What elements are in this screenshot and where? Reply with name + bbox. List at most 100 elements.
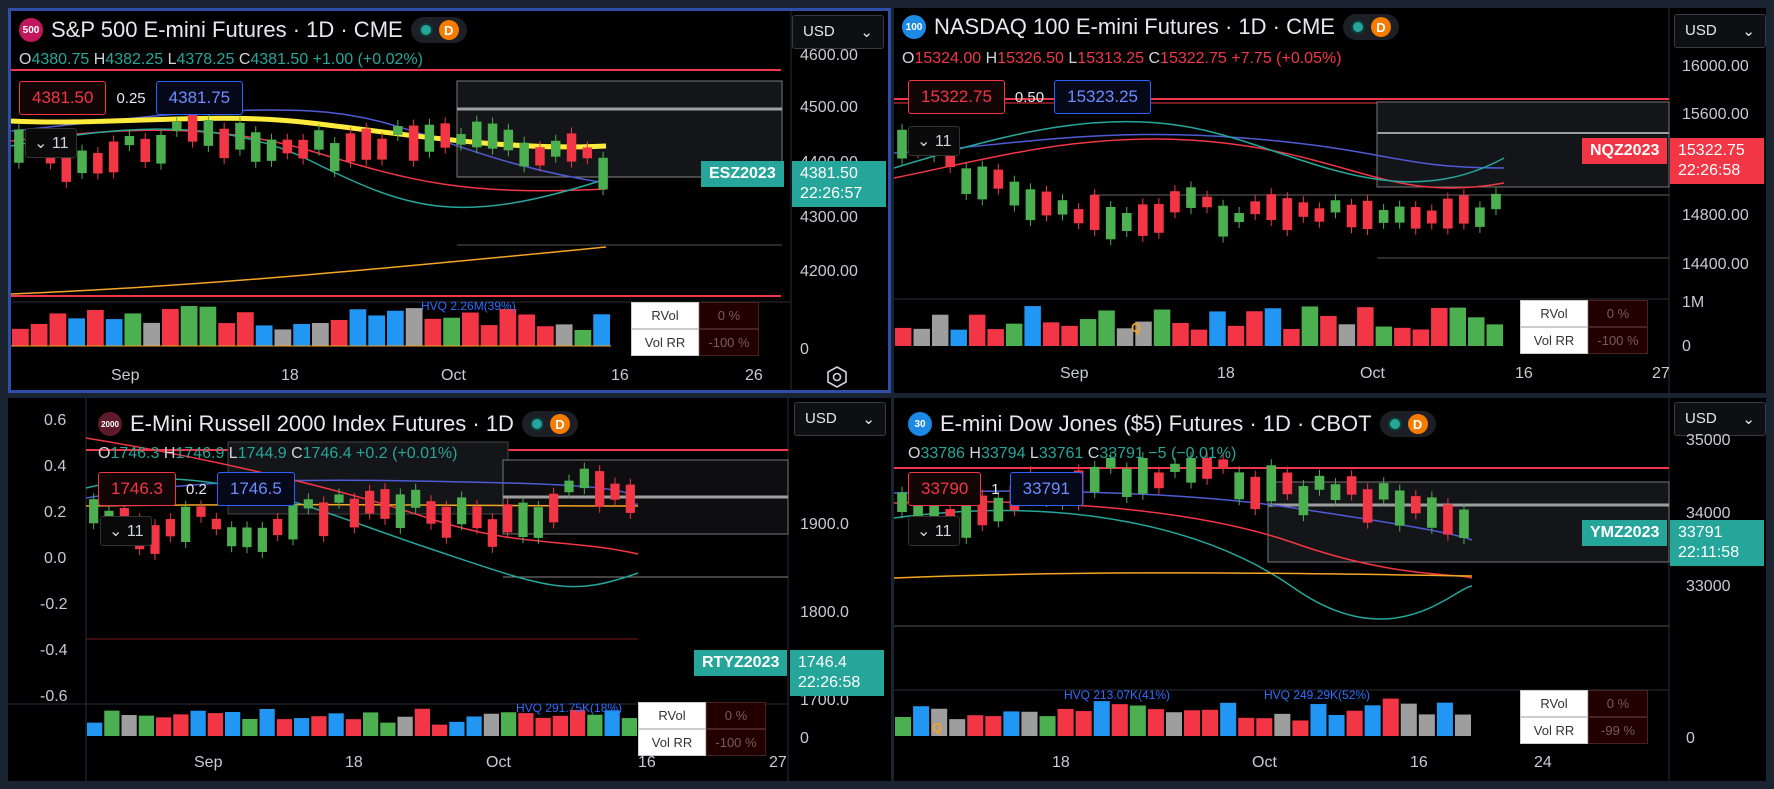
time-tick: Sep <box>111 367 140 384</box>
bid-ask-widget[interactable]: 15322.75 0.50 15323.25 <box>908 80 1152 114</box>
candle-body <box>1170 463 1180 472</box>
candles-nq <box>897 123 1501 246</box>
currency-select[interactable]: USD ⌄ <box>1674 14 1766 48</box>
candle-body <box>408 125 419 161</box>
bid-ask-widget[interactable]: 4381.50 0.25 4381.75 <box>19 81 244 115</box>
currency-select[interactable]: USD ⌄ <box>1674 402 1766 436</box>
symbol-title[interactable]: S&P 500 E-mini Futures · 1D · CME <box>51 17 403 42</box>
candle-body <box>1154 472 1164 489</box>
buy-button[interactable]: 33791 <box>1009 472 1083 506</box>
symbol-title[interactable]: NASDAQ 100 E-mini Futures · 1D · CME <box>934 14 1335 39</box>
candle-body <box>1057 200 1068 215</box>
price-chart-rty[interactable] <box>8 398 891 781</box>
sell-button[interactable]: 33790 <box>908 472 982 506</box>
last-price-tag: 1746.4 22:26:58 <box>790 650 884 696</box>
candle-body <box>108 141 119 173</box>
candle-body <box>1105 206 1116 240</box>
spread-value: 0.50 <box>1014 88 1045 106</box>
candle-body <box>1443 198 1453 229</box>
price-chart-es[interactable] <box>11 11 891 393</box>
symbol-title[interactable]: E-mini Dow Jones ($5) Futures · 1D · CBO… <box>940 411 1372 436</box>
candle-body <box>1362 200 1373 230</box>
candle-body <box>196 506 206 517</box>
candle-body <box>1427 497 1437 528</box>
chart-panel-es[interactable]: 500 S&P 500 E-mini Futures · 1D · CME D … <box>8 8 891 393</box>
candle-body <box>1459 509 1469 538</box>
sell-button[interactable]: 1746.3 <box>98 472 176 506</box>
buy-button[interactable]: 1746.5 <box>216 472 295 506</box>
candle-body <box>1250 201 1260 215</box>
buy-button[interactable]: 15323.25 <box>1054 80 1152 114</box>
price-chart-nq[interactable] <box>894 8 1766 393</box>
candle-body <box>961 505 972 538</box>
time-tick: Sep <box>1060 365 1089 382</box>
indicators-collapse-button[interactable]: ⌄ 11 <box>100 516 153 546</box>
status-pill[interactable]: D <box>410 17 467 43</box>
chart-panel-ym[interactable]: 30 E-mini Dow Jones ($5) Futures · 1D · … <box>894 398 1766 781</box>
volume-bar <box>255 325 273 346</box>
sell-button[interactable]: 4381.50 <box>19 81 107 115</box>
symbol-logo: 2000 <box>98 412 122 436</box>
candle-body <box>1009 181 1020 206</box>
currency-select[interactable]: USD ⌄ <box>792 15 884 49</box>
candle-body <box>1362 489 1373 523</box>
candle-body <box>518 502 528 538</box>
price-tick: 1900.0 <box>800 516 849 533</box>
volume-bar <box>1274 713 1291 736</box>
volume-bar <box>1209 311 1226 346</box>
volume-bar <box>180 306 198 346</box>
volume-bar <box>387 310 404 346</box>
chart-settings-icon[interactable] <box>826 366 848 388</box>
buy-button[interactable]: 4381.75 <box>155 81 244 115</box>
candle-body <box>1314 475 1325 490</box>
volume-bar <box>499 308 517 346</box>
time-tick: 27 <box>1652 365 1670 382</box>
sell-button[interactable]: 15322.75 <box>908 80 1005 114</box>
volume-bar <box>518 713 534 736</box>
symbol-title[interactable]: E-Mini Russell 2000 Index Futures · 1D <box>130 411 514 436</box>
spread-value: 0.2 <box>186 480 207 498</box>
rvol-table: RVol 0 % Vol RR -100 % <box>1520 300 1648 354</box>
candle-body <box>961 168 972 194</box>
volume-bar <box>293 323 310 346</box>
volume-bar <box>1042 322 1060 346</box>
volume-bar <box>1256 718 1273 736</box>
volume-bar <box>1436 702 1453 736</box>
volume-bar <box>397 716 413 736</box>
volume-bar <box>1227 325 1245 346</box>
market-open-icon <box>418 23 433 37</box>
indicators-collapse-button[interactable]: ⌄ 11 <box>25 128 78 158</box>
time-tick: 26 <box>745 367 763 384</box>
indicators-collapse-button[interactable]: ⌄ 11 <box>908 516 961 546</box>
spread-value: 0.25 <box>116 89 146 107</box>
candle-body <box>156 135 166 164</box>
status-pill[interactable]: D <box>521 411 578 437</box>
symbol-header[interactable]: 30 E-mini Dow Jones ($5) Futures · 1D · … <box>908 411 1436 437</box>
currency-select[interactable]: USD ⌄ <box>794 402 886 436</box>
symbol-header[interactable]: 2000 E-Mini Russell 2000 Index Futures ·… <box>98 411 578 437</box>
chart-panel-rty[interactable]: 0.6 0.4 0.2 0.0 -0.2 -0.4 -0.6 2000 E-Mi… <box>8 398 891 781</box>
oscillator-tick: 0.2 <box>44 504 67 521</box>
volume-bars-ym <box>895 698 1471 736</box>
bid-ask-widget[interactable]: 1746.3 0.2 1746.5 <box>98 472 295 506</box>
symbol-header[interactable]: 500 S&P 500 E-mini Futures · 1D · CME D <box>19 17 467 43</box>
indicators-collapse-button[interactable]: ⌄ 11 <box>908 126 961 156</box>
chart-panel-nq[interactable]: 100 NASDAQ 100 E-mini Futures · 1D · CME… <box>894 8 1766 393</box>
status-pill[interactable]: D <box>1379 411 1436 437</box>
volume-bar <box>593 314 610 346</box>
volume-bar <box>913 706 930 736</box>
volume-bar <box>312 322 329 346</box>
volume-bar <box>1301 306 1319 346</box>
candle-body <box>551 140 561 157</box>
candle-body <box>519 142 529 167</box>
candle-body <box>1186 458 1196 483</box>
volume-bar <box>424 318 442 346</box>
candle-body <box>993 497 1004 522</box>
candle-body <box>257 527 267 552</box>
status-pill[interactable]: D <box>1342 14 1399 40</box>
volume-bar <box>1061 325 1078 346</box>
symbol-header[interactable]: 100 NASDAQ 100 E-mini Futures · 1D · CME… <box>902 14 1399 40</box>
candle-body <box>314 130 324 150</box>
candle-body <box>535 147 545 166</box>
bid-ask-widget[interactable]: 33790 1 33791 <box>908 472 1083 506</box>
